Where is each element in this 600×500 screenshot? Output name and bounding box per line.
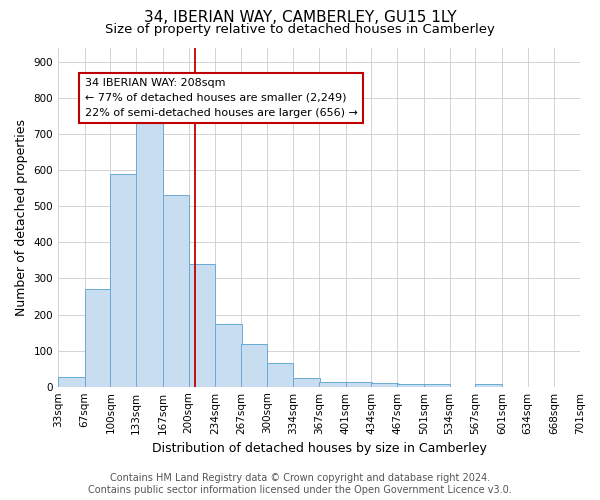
Bar: [136, 120, 163, 386]
Bar: [215, 324, 242, 386]
Bar: [241, 344, 268, 387]
Text: 34 IBERIAN WAY: 208sqm
← 77% of detached houses are smaller (2,249)
22% of semi-: 34 IBERIAN WAY: 208sqm ← 77% of detached…: [85, 78, 358, 118]
Bar: [293, 378, 320, 386]
Y-axis label: Number of detached properties: Number of detached properties: [15, 118, 28, 316]
Bar: [475, 384, 502, 386]
Text: Size of property relative to detached houses in Camberley: Size of property relative to detached ho…: [105, 22, 495, 36]
Bar: [371, 384, 398, 386]
Text: Contains HM Land Registry data © Crown copyright and database right 2024.
Contai: Contains HM Land Registry data © Crown c…: [88, 474, 512, 495]
Bar: [58, 377, 85, 386]
Bar: [163, 196, 190, 386]
Bar: [85, 290, 111, 386]
Bar: [266, 362, 293, 386]
Bar: [346, 382, 372, 386]
Bar: [424, 384, 450, 386]
Text: 34, IBERIAN WAY, CAMBERLEY, GU15 1LY: 34, IBERIAN WAY, CAMBERLEY, GU15 1LY: [143, 10, 457, 25]
Bar: [319, 382, 346, 386]
Bar: [397, 384, 424, 386]
Bar: [188, 264, 215, 386]
Bar: [110, 174, 137, 386]
X-axis label: Distribution of detached houses by size in Camberley: Distribution of detached houses by size …: [152, 442, 487, 455]
